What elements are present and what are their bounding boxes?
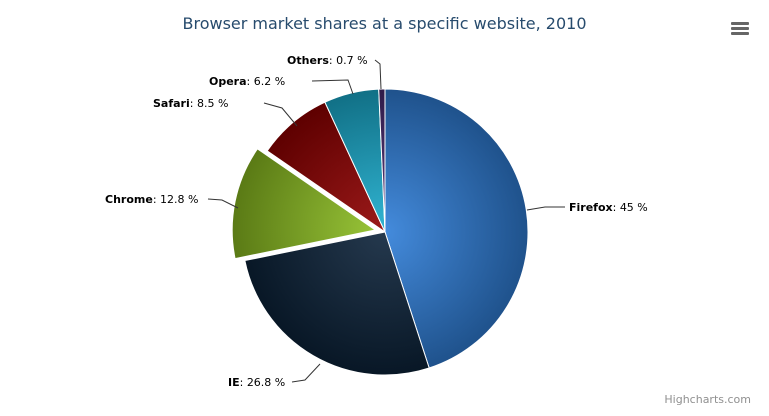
pie-slice-firefox[interactable]	[384, 88, 529, 369]
data-label-name: IE	[228, 376, 240, 389]
connector-firefox	[526, 206, 565, 211]
pie-slice-ie[interactable]	[244, 231, 430, 376]
data-label-value: 6.2 %	[254, 75, 285, 88]
data-label-name: Safari	[153, 97, 190, 110]
data-label-name: Others	[287, 54, 329, 67]
data-label-opera: Opera: 6.2 %	[209, 75, 285, 88]
connector-chrome	[207, 198, 239, 209]
data-label-name: Opera	[209, 75, 247, 88]
connector-opera	[311, 79, 354, 95]
connector-ie	[291, 363, 321, 383]
data-label-name: Firefox	[569, 201, 613, 214]
data-label-firefox: Firefox: 45 %	[569, 201, 648, 214]
pie-slice-others[interactable]	[378, 88, 386, 233]
hamburger-menu-icon[interactable]	[731, 22, 749, 36]
data-label-value: 26.8 %	[247, 376, 285, 389]
data-label-chrome: Chrome: 12.8 %	[105, 193, 198, 206]
credits-link[interactable]: Highcharts.com	[664, 393, 751, 406]
data-label-value: 8.5 %	[197, 97, 228, 110]
data-label-value: 45 %	[620, 201, 648, 214]
data-label-value: 0.7 %	[336, 54, 367, 67]
data-label-value: 12.8 %	[160, 193, 198, 206]
data-label-name: Chrome	[105, 193, 153, 206]
connector-safari	[263, 102, 298, 127]
data-label-others: Others: 0.7 %	[287, 54, 368, 67]
chart-title: Browser market shares at a specific webs…	[182, 14, 587, 33]
data-label-safari: Safari: 8.5 %	[153, 97, 228, 110]
connector-others	[374, 59, 382, 90]
pie-slice-chrome[interactable]	[231, 148, 377, 260]
data-label-ie: IE: 26.8 %	[228, 376, 285, 389]
